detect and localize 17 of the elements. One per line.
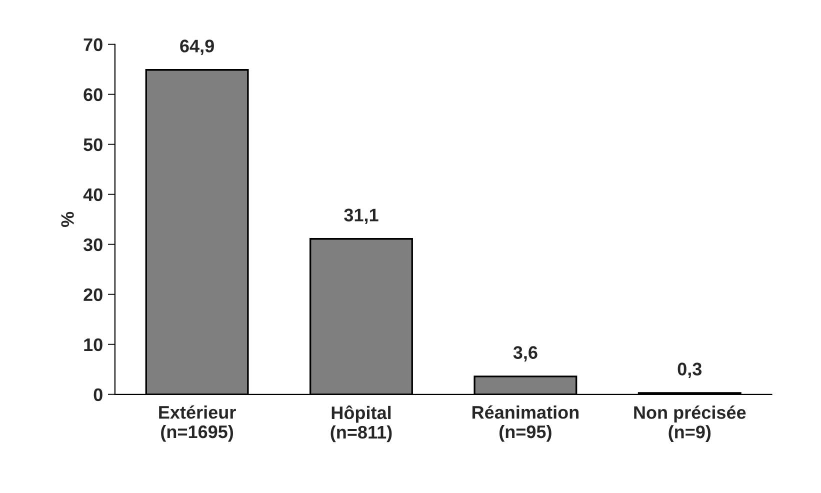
x-tick-label: Hôpital (n=811): [330, 406, 392, 442]
x-tick-label: Réanimation (n=95): [472, 405, 578, 442]
y-tick-label: 30: [83, 238, 102, 252]
y-tick-label: 40: [83, 188, 102, 202]
y-tick-label: 50: [84, 138, 102, 152]
y-tick-label: 20: [84, 288, 102, 302]
y-tick-label: 10: [84, 338, 102, 352]
y-axis-title: %: [61, 212, 74, 227]
y-tick-label: 0: [94, 388, 102, 402]
x-tick-label: Extérieur (n=1695): [159, 405, 236, 442]
data-label: 64,9: [180, 40, 214, 56]
y-tick-label: 60: [84, 88, 102, 102]
y-tick-label: 70: [84, 38, 102, 52]
x-tick-label: Non précisée (n=9): [634, 406, 746, 442]
data-label: 0,3: [678, 362, 702, 378]
data-label: 31,1: [344, 208, 378, 224]
data-label: 3,6: [513, 346, 538, 362]
